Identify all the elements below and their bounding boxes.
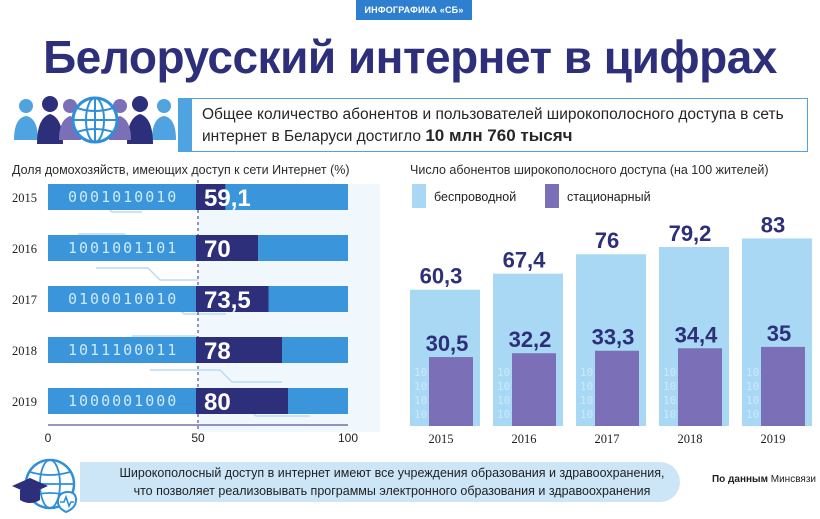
circuit-trace: [96, 267, 198, 281]
footer-line-1: Широкополосный доступ в интернет имеют в…: [119, 466, 665, 480]
vbar-category-label: 2018: [678, 432, 703, 446]
vbar-category-label: 2015: [429, 432, 454, 446]
footer-band: [80, 462, 680, 502]
hbar-bar: [196, 337, 282, 363]
footer-line-2: что позволяет реализовывать программы эл…: [133, 484, 651, 498]
vbar-category-label: 2017: [595, 432, 620, 446]
summary-text: Общее количество абонентов и пользовател…: [202, 106, 784, 145]
summary-highlight: 10 млн 760 тысяч: [425, 126, 573, 145]
legend-label: беспроводной: [434, 190, 516, 204]
vbar-fixed-label: 34,4: [675, 322, 719, 347]
source-prefix: По данным: [711, 474, 768, 485]
hbar-binary-text: 1011100011: [68, 341, 178, 359]
legend-swatch: [412, 184, 426, 208]
education-health-icon: [12, 458, 78, 514]
vbar-fixed-bar: [429, 357, 473, 426]
vbar-wireless-label: 67,4: [503, 248, 547, 273]
vbar-wireless-label: 79,2: [669, 221, 712, 246]
vbar-wireless-label: 76: [595, 228, 619, 253]
hbar-binary-text: 1000001000: [68, 392, 178, 410]
hbar-category-label: 2018: [12, 344, 37, 358]
source-name: Минсвязи: [770, 474, 816, 485]
page-title: Белорусский интернет в цифрах: [43, 31, 777, 83]
vbar-fixed-label: 35: [767, 321, 791, 346]
vbar-category-label: 2016: [512, 432, 537, 446]
hbar-bar: [196, 286, 269, 312]
vbar-fixed-bar: [595, 350, 639, 426]
vbar-fixed-bar: [678, 348, 722, 426]
hbar-value-label: 59,1: [204, 185, 251, 212]
legend-swatch: [545, 184, 559, 208]
hbar-binary-text: 0100010010: [68, 290, 178, 308]
hbar-category-label: 2015: [12, 191, 37, 205]
broadband-subscribers-chart: Число абонентов широкополосного доступа …: [410, 163, 812, 446]
vbar-fixed-label: 32,2: [509, 327, 552, 352]
hbar-binary-text: 1001001101: [68, 239, 178, 257]
legend-label: стационарный: [567, 190, 651, 204]
household-access-chart: Доля домохозяйств, имеющих доступ к сети…: [12, 163, 380, 445]
hbar-binary-text: 0001010010: [68, 188, 178, 206]
hbar-bar: [196, 235, 258, 261]
hbar-bar: [196, 184, 226, 210]
footer-note: Широкополосный доступ в интернет имеют в…: [92, 462, 692, 502]
circuit-trace: [150, 369, 282, 383]
hbar-tick-label: 100: [338, 431, 358, 445]
summary-box: Общее количество абонентов и пользовател…: [178, 98, 808, 152]
vbar-chart-title: Число абонентов широкополосного доступа …: [410, 163, 769, 177]
hbar-chart-title: Доля домохозяйств, имеющих доступ к сети…: [12, 163, 350, 177]
hbar-tick-label: 0: [45, 431, 52, 445]
source-note: По данным Минсвязи: [708, 474, 816, 485]
infographic-tag: ИНФОГРАФИКА «СБ»: [356, 0, 472, 20]
hbar-bar: [196, 388, 288, 414]
vbar-category-label: 2019: [761, 432, 786, 446]
vbar-fixed-label: 30,5: [426, 331, 469, 356]
hbar-category-label: 2019: [12, 395, 37, 409]
hbar-value-label: 78: [204, 338, 231, 365]
vbar-fixed-bar: [761, 346, 805, 426]
vbar-fixed-bar: [512, 353, 556, 426]
hbar-value-label: 80: [204, 389, 231, 416]
hbar-category-label: 2017: [12, 293, 37, 307]
people-globe-icon: [14, 96, 176, 144]
vbar-fixed-label: 33,3: [592, 325, 635, 350]
hbar-value-label: 70: [204, 236, 231, 263]
hbar-category-label: 2016: [12, 242, 37, 256]
vbar-wireless-label: 60,3: [420, 264, 463, 289]
hbar-value-label: 73,5: [204, 287, 251, 314]
hbar-tick-label: 50: [191, 431, 205, 445]
vbar-wireless-label: 83: [761, 212, 785, 237]
